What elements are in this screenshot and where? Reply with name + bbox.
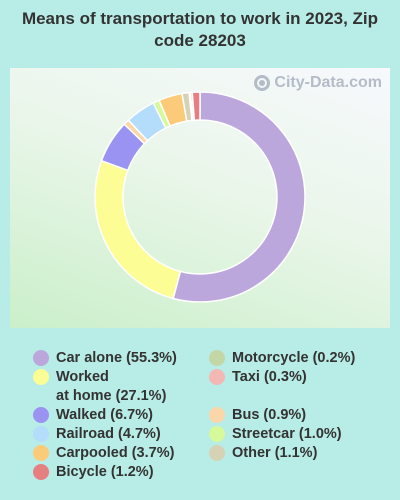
legend-item-other: Other (1.1%) — [209, 444, 317, 463]
legend-item-walked: Walked (6.7%) — [33, 406, 153, 425]
legend-item-taxi: Taxi (0.3%) — [209, 368, 307, 387]
legend-swatch — [33, 464, 49, 480]
legend-swatch — [209, 369, 225, 385]
legend-label: Taxi (0.3%) — [232, 369, 307, 385]
legend-item-bus: Bus (0.9%) — [209, 406, 306, 425]
legend-label: Carpooled (3.7%) — [56, 445, 175, 461]
legend: Car alone (55.3%) Worked at home (27.1%)… — [0, 345, 400, 495]
legend-item-bicycle: Bicycle (1.2%) — [33, 463, 154, 482]
legend-label: Worked at home (27.1%) — [56, 369, 167, 404]
legend-label: Other (1.1%) — [232, 445, 318, 461]
legend-swatch — [33, 426, 49, 442]
donut-slice-bicycle — [191, 91, 201, 122]
legend-swatch — [209, 445, 225, 461]
legend-label: Railroad (4.7%) — [56, 426, 161, 442]
legend-swatch — [33, 369, 49, 385]
legend-swatch — [209, 350, 225, 366]
legend-swatch — [209, 407, 225, 423]
donut-chart — [94, 91, 306, 303]
chart-title: Means of transportation to work in 2023,… — [21, 9, 379, 50]
legend-item-car-alone: Car alone (55.3%) — [33, 349, 177, 368]
legend-swatch — [33, 445, 49, 461]
legend-label: Motorcycle (0.2%) — [232, 350, 356, 366]
legend-item-worked-at-home: Worked at home (27.1%) — [33, 368, 166, 406]
legend-item-motorcycle: Motorcycle (0.2%) — [209, 349, 355, 368]
plot-area: City-Data.com — [10, 68, 390, 328]
legend-swatch — [33, 350, 49, 366]
watermark: City-Data.com — [254, 74, 382, 92]
city-data-logo-icon — [254, 75, 271, 91]
legend-item-railroad: Railroad (4.7%) — [33, 425, 161, 444]
legend-item-carpooled: Carpooled (3.7%) — [33, 444, 174, 463]
donut-slice-car-alone — [172, 91, 306, 303]
legend-item-streetcar: Streetcar (1.0%) — [209, 425, 342, 444]
donut-slice-worked-at-home — [94, 159, 182, 300]
watermark-text: City-Data.com — [274, 74, 382, 91]
legend-swatch — [33, 407, 49, 423]
legend-label: Streetcar (1.0%) — [232, 426, 342, 442]
legend-label: Walked (6.7%) — [56, 407, 153, 423]
legend-label: Bicycle (1.2%) — [56, 464, 154, 480]
legend-label: Bus (0.9%) — [232, 407, 307, 423]
legend-swatch — [209, 426, 225, 442]
legend-label: Car alone (55.3%) — [56, 350, 177, 366]
